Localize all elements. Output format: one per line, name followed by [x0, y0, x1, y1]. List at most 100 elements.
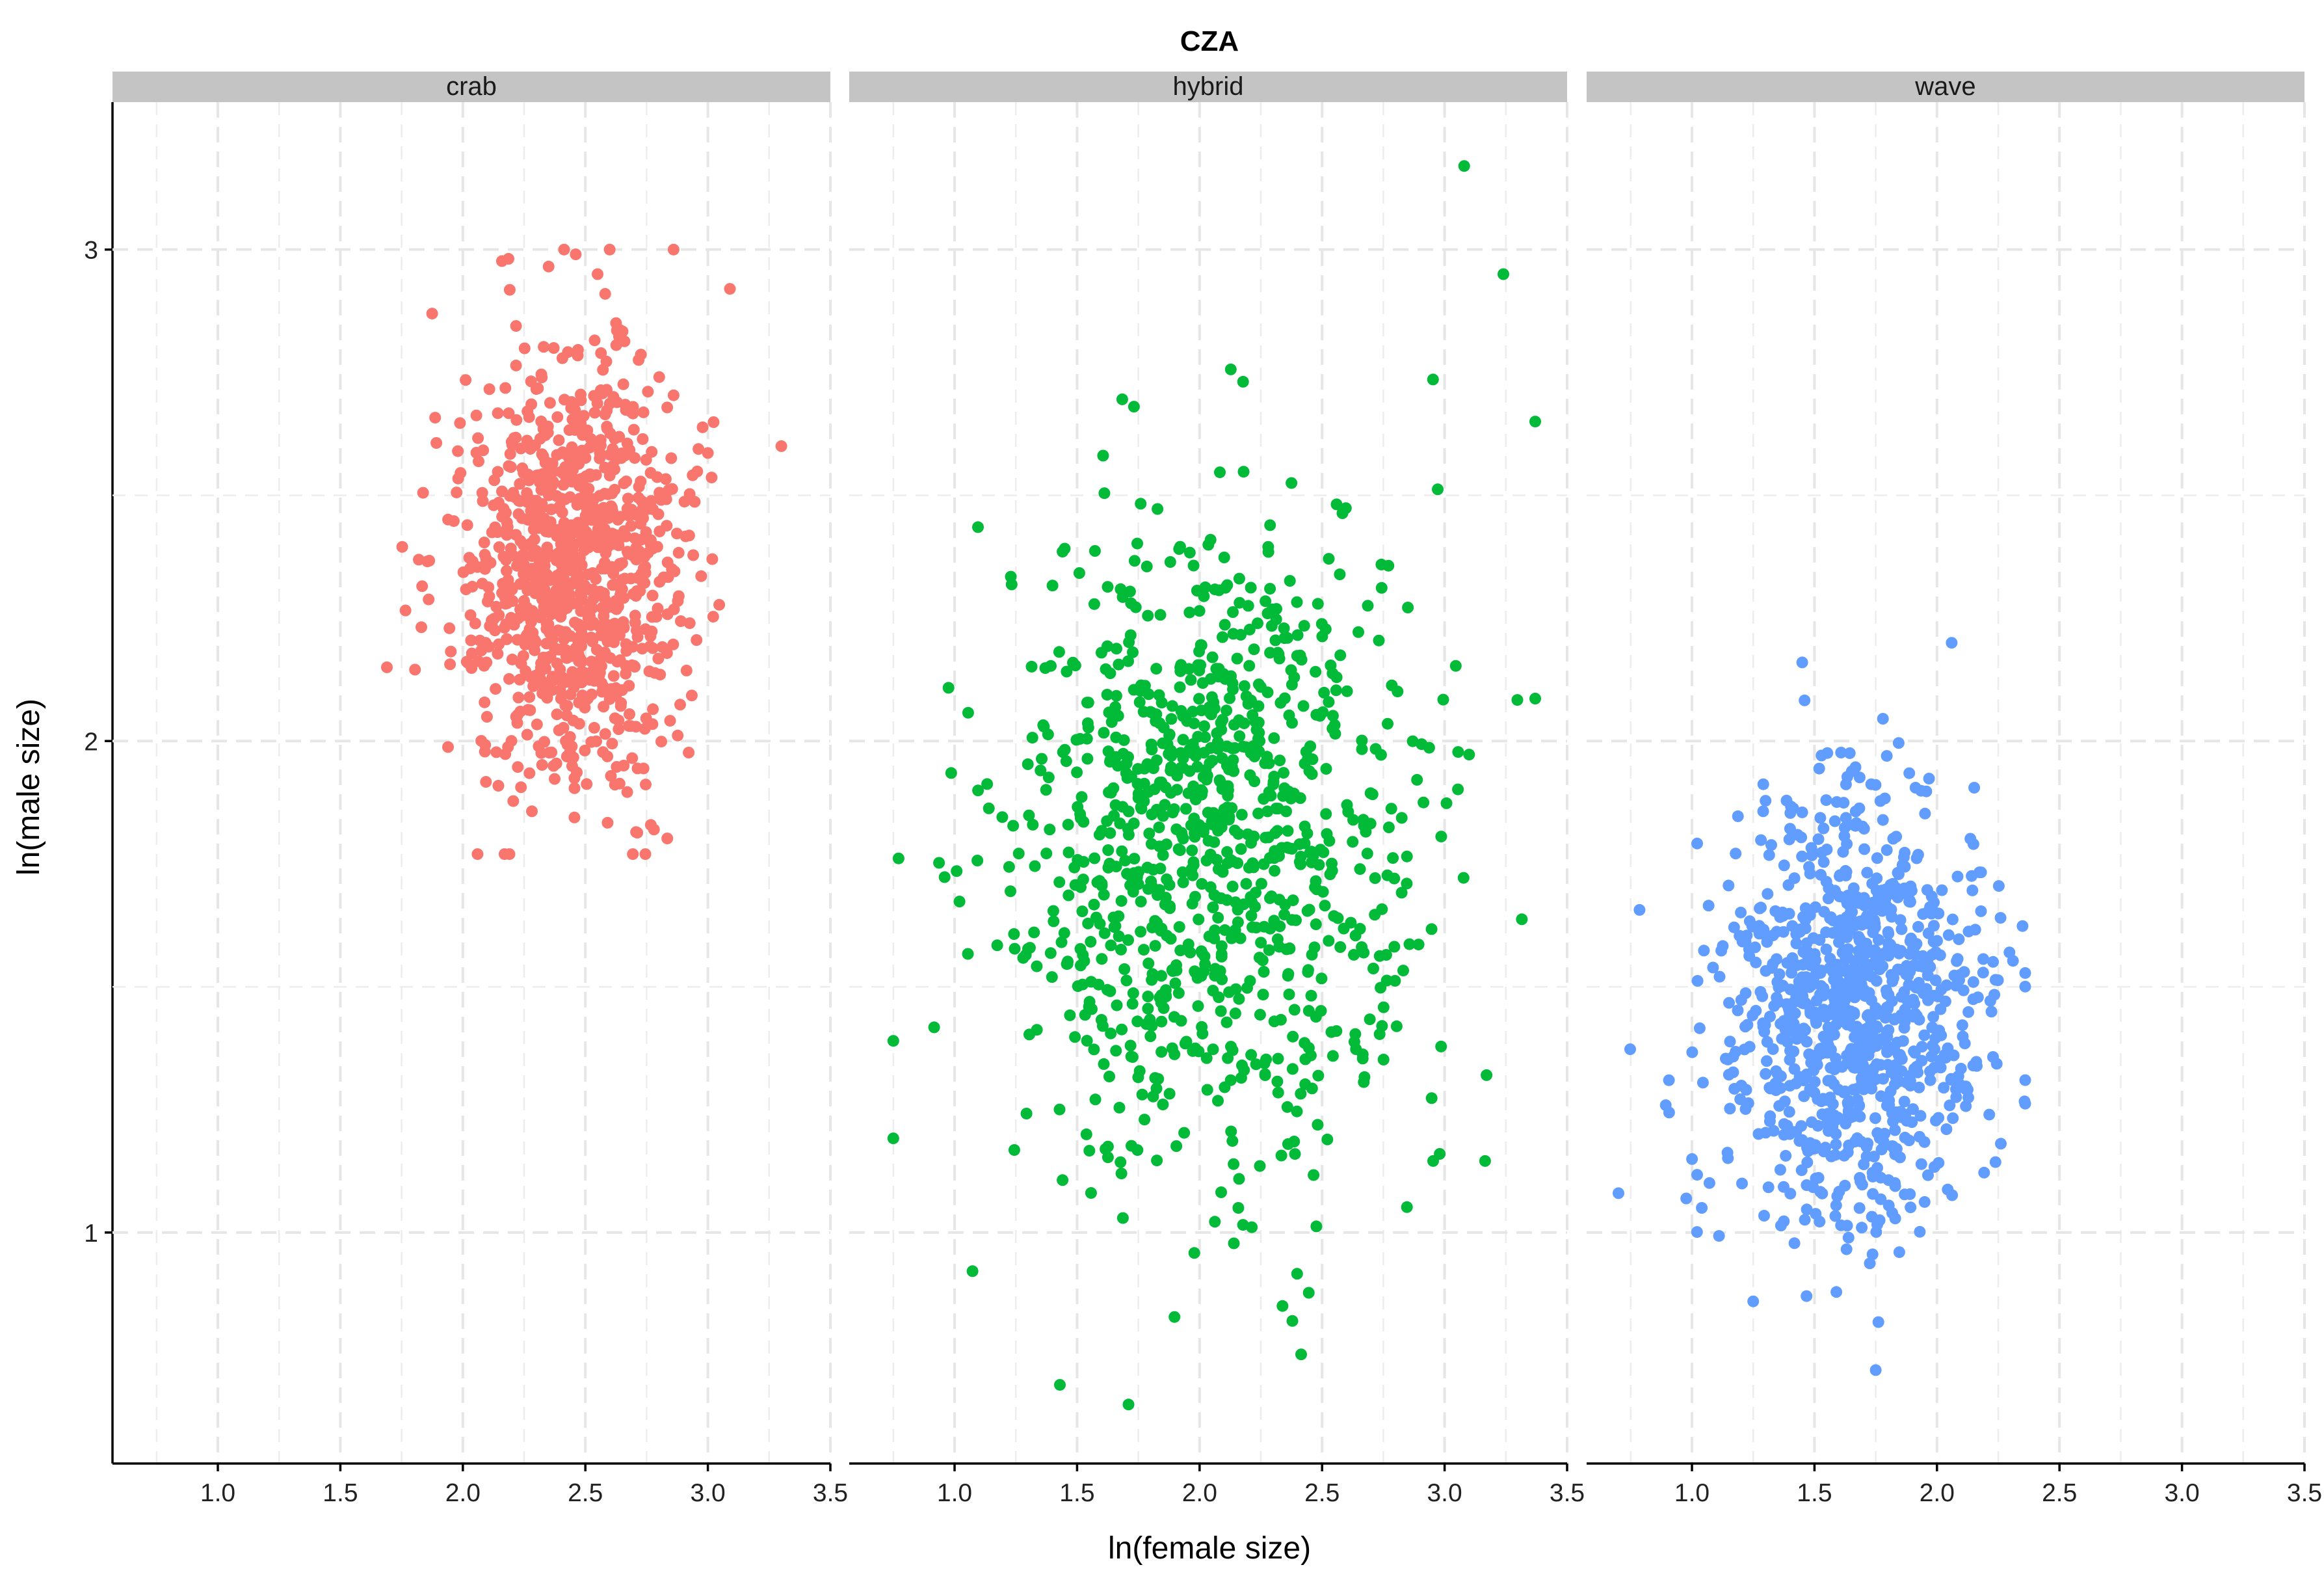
- data-point: [1320, 763, 1332, 775]
- data-point: [1425, 1092, 1438, 1104]
- data-point: [1223, 814, 1235, 825]
- data-point: [683, 617, 696, 630]
- data-point: [1174, 844, 1186, 857]
- data-point: [1235, 843, 1247, 855]
- data-point: [1059, 542, 1071, 555]
- data-point: [615, 586, 627, 598]
- facet-panels: 1 2 3 crab 1.0 1.5 2.0 2.5 3.0 3.5 hybrid 1.0 1.5 2.0…: [84, 72, 2322, 1507]
- data-point: [1842, 1146, 1854, 1158]
- data-point: [1263, 944, 1275, 956]
- data-point: [1042, 729, 1054, 741]
- data-point: [1183, 606, 1196, 619]
- data-point: [1278, 692, 1291, 704]
- data-point: [1736, 1177, 1748, 1190]
- data-point: [1830, 959, 1843, 970]
- data-point: [1350, 1043, 1362, 1055]
- data-point: [1347, 836, 1359, 848]
- data-point: [1821, 1094, 1833, 1106]
- data-point: [685, 689, 698, 702]
- data-point: [1264, 583, 1276, 595]
- data-point: [1940, 1123, 1953, 1135]
- data-point: [1088, 1043, 1100, 1056]
- data-point: [1278, 622, 1290, 634]
- data-point: [1154, 609, 1167, 621]
- data-point: [1026, 732, 1038, 744]
- data-point: [1839, 1085, 1851, 1097]
- data-point: [577, 410, 590, 422]
- data-point: [1801, 1203, 1813, 1216]
- data-point: [479, 696, 491, 708]
- data-point: [1081, 1035, 1093, 1047]
- data-point: [1155, 776, 1168, 788]
- data-point: [1893, 1246, 1905, 1259]
- data-point: [1302, 1042, 1315, 1054]
- data-point: [1432, 483, 1444, 496]
- data-point: [499, 382, 512, 394]
- data-point: [1336, 507, 1349, 519]
- data-point: [542, 260, 555, 273]
- data-point: [1882, 926, 1894, 938]
- data-point: [526, 805, 538, 818]
- data-point: [1207, 985, 1219, 996]
- data-point: [1174, 944, 1187, 957]
- data-point: [1842, 943, 1854, 956]
- data-point: [1929, 1043, 1941, 1056]
- data-point: [1960, 1100, 1972, 1112]
- data-point: [696, 421, 709, 433]
- data-point: [1128, 853, 1141, 865]
- data-point: [1418, 796, 1430, 809]
- data-point: [1171, 769, 1183, 782]
- data-point: [1801, 1156, 1814, 1168]
- data-point: [1232, 1202, 1245, 1214]
- data-point: [1771, 953, 1783, 965]
- data-point: [1922, 994, 1934, 1006]
- data-point: [1354, 863, 1366, 876]
- data-point: [1812, 1119, 1824, 1132]
- data-point: [504, 585, 516, 597]
- data-point: [1116, 845, 1128, 857]
- data-point: [1334, 941, 1347, 953]
- data-point: [1217, 714, 1229, 726]
- data-point: [1815, 980, 1827, 992]
- data-point: [1271, 1075, 1284, 1088]
- data-point: [1202, 807, 1214, 819]
- data-point: [599, 728, 611, 740]
- data-point: [635, 475, 647, 488]
- data-point: [1212, 863, 1224, 876]
- data-point: [1229, 1008, 1241, 1019]
- data-point: [1063, 889, 1075, 902]
- data-point: [1216, 752, 1228, 764]
- data-point: [617, 378, 629, 390]
- data-point: [1262, 546, 1274, 558]
- data-point: [1302, 964, 1314, 976]
- data-point: [588, 721, 600, 734]
- data-point: [1783, 1106, 1795, 1118]
- data-point: [1098, 1058, 1110, 1070]
- y-tick-label: 3: [84, 237, 98, 265]
- data-point: [1867, 1188, 1879, 1200]
- data-point: [561, 709, 573, 721]
- data-point: [1861, 866, 1873, 879]
- data-point: [1757, 778, 1769, 790]
- data-point: [1193, 605, 1206, 617]
- data-point: [1308, 1169, 1320, 1181]
- data-point: [620, 404, 632, 416]
- data-point: [1869, 1364, 1882, 1376]
- data-point: [2019, 980, 2031, 993]
- data-point: [971, 855, 984, 866]
- data-point: [1739, 935, 1752, 948]
- data-point: [1057, 1174, 1069, 1186]
- data-point: [1724, 1103, 1736, 1115]
- data-point: [516, 552, 528, 564]
- data-point: [499, 748, 512, 760]
- data-point: [568, 538, 580, 550]
- data-point: [1022, 943, 1034, 955]
- data-point: [1717, 940, 1729, 952]
- data-point: [1250, 1058, 1262, 1071]
- data-point: [1302, 1287, 1315, 1299]
- data-point: [1784, 1188, 1797, 1200]
- data-point: [654, 487, 666, 499]
- data-point: [584, 470, 596, 483]
- data-point: [1857, 1067, 1869, 1079]
- data-point: [1799, 996, 1812, 1009]
